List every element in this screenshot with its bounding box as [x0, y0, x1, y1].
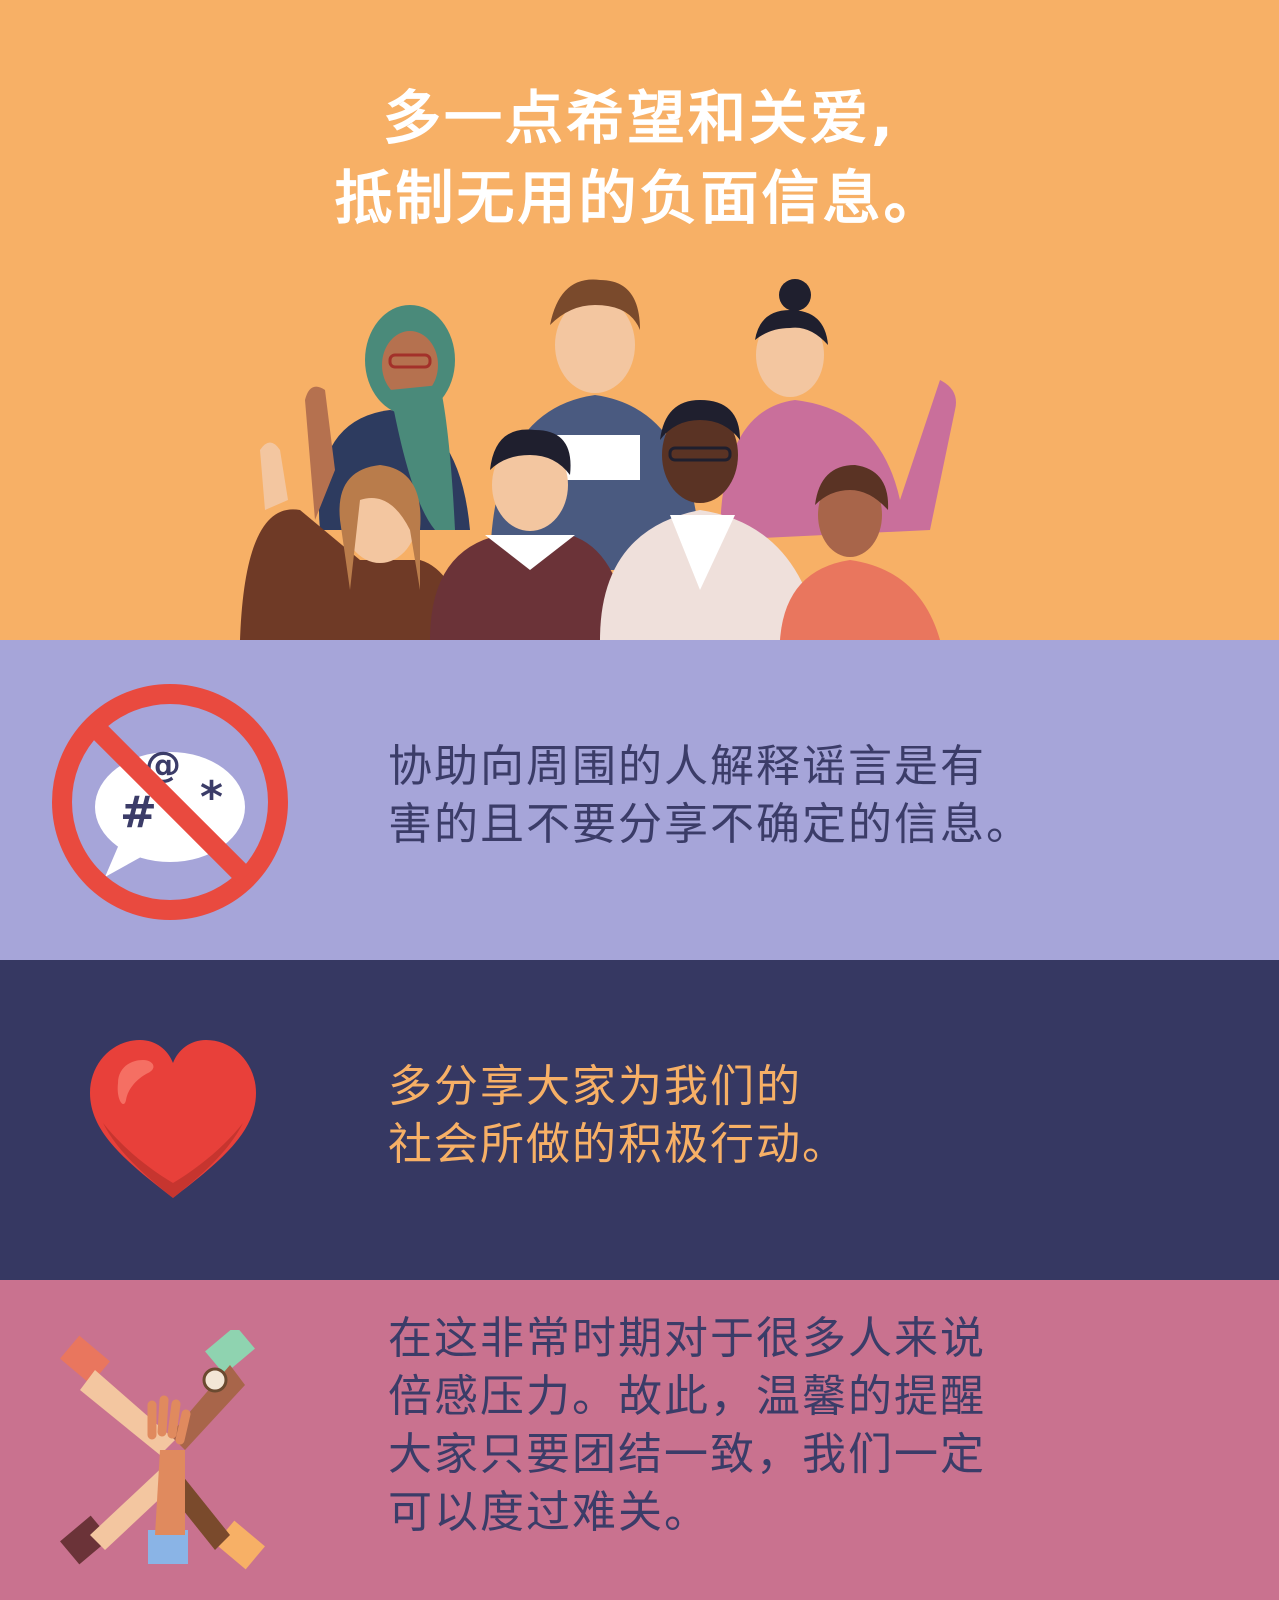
positive-text: 多分享大家为我们的 社会所做的积极行动。: [388, 1058, 848, 1174]
person-freckles: [430, 429, 630, 640]
stacked-hands-icon: [60, 1330, 290, 1570]
unity-line-2: 倍感压力。故此，温馨的提醒: [388, 1371, 986, 1422]
unity-line-3: 大家只要团结一致，我们一定: [388, 1429, 986, 1480]
unity-section: 在这非常时期对于很多人来说 倍感压力。故此，温馨的提醒 大家只要团结一致，我们一…: [0, 1280, 1279, 1600]
person-glasses: [600, 400, 820, 640]
hero-title: 多一点希望和关爱, 抵制无用的负面信息。: [0, 78, 1279, 238]
unity-text: 在这非常时期对于很多人来说 倍感压力。故此，温馨的提醒 大家只要团结一致，我们一…: [388, 1310, 986, 1542]
positive-section: 多分享大家为我们的 社会所做的积极行动。: [0, 960, 1279, 1280]
rumor-line-2: 害的且不要分享不确定的信息。: [388, 799, 1032, 850]
hero-section: 多一点希望和关爱, 抵制无用的负面信息。: [0, 0, 1279, 640]
person-long-hair: [240, 442, 470, 640]
positive-line-2: 社会所做的积极行动。: [388, 1119, 848, 1170]
rumor-section: @ # * 协助向周围的人解释谣言是有 害的且不要分享不确定的信息。: [0, 640, 1279, 960]
asterisk-symbol: *: [200, 772, 223, 823]
rumor-text: 协助向周围的人解释谣言是有 害的且不要分享不确定的信息。: [388, 738, 1032, 854]
unity-line-1: 在这非常时期对于很多人来说: [388, 1313, 986, 1364]
unity-line-4: 可以度过难关。: [388, 1487, 710, 1538]
person-bun: [720, 279, 956, 540]
rumor-line-1: 协助向周围的人解释谣言是有: [388, 741, 986, 792]
no-rumors-icon: @ # *: [50, 682, 290, 922]
person-ponytail: [780, 465, 940, 640]
hero-title-line-1: 多一点希望和关爱,: [382, 84, 897, 152]
positive-line-1: 多分享大家为我们的: [388, 1061, 802, 1112]
hero-title-line-2: 抵制无用的负面信息。: [334, 164, 945, 232]
heart-icon: [88, 1038, 258, 1203]
people-group-illustration: [240, 270, 970, 640]
